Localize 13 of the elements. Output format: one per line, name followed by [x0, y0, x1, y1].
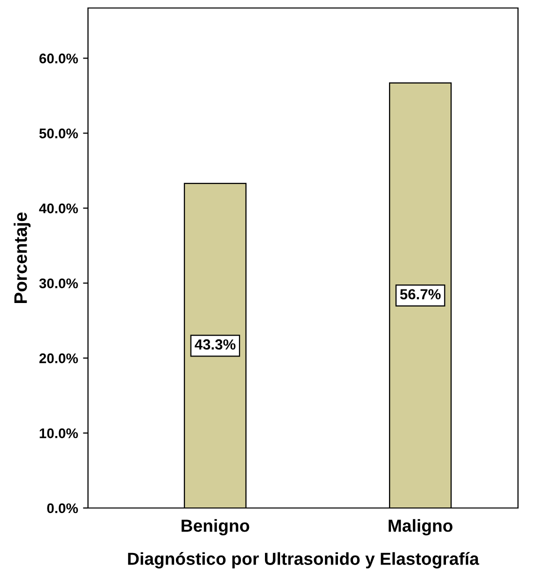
data-label: 43.3% [194, 339, 236, 350]
y-tick-label: 10.0% [40, 428, 78, 438]
y-tick-label: 50.0% [39, 128, 78, 138]
y-tick-label: 40.0% [39, 203, 78, 214]
y-tick-label: 0.0% [47, 503, 78, 514]
x-tick-label: Maligno [388, 519, 452, 536]
data-label: 56.7% [400, 289, 441, 300]
y-tick-label: 20.0% [39, 353, 78, 364]
x-axis-title: Diagnóstico por Ultrasonido y Elastografía [128, 552, 480, 568]
y-tick-label: 60.0% [39, 54, 78, 64]
y-axis-title: Porcentaje [14, 212, 31, 303]
x-tick-label: Benigno [182, 519, 250, 536]
y-tick-label: 30.0% [39, 278, 78, 288]
